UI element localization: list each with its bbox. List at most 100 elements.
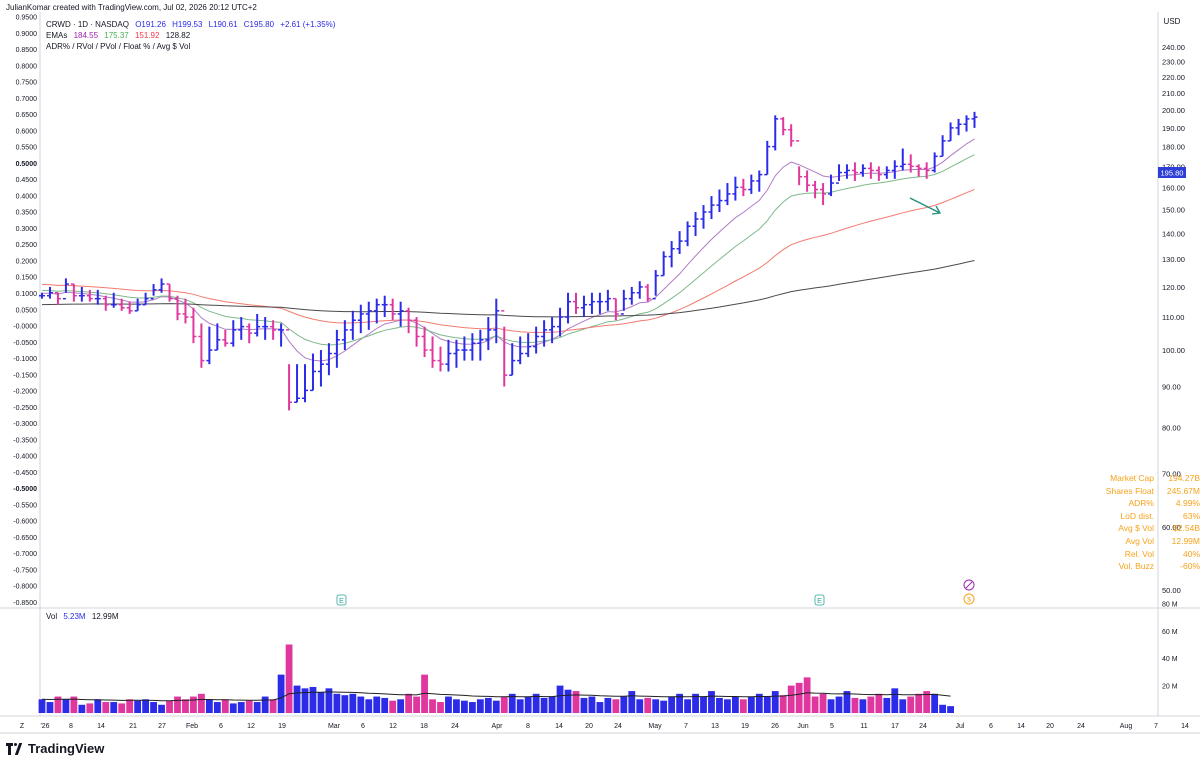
ohlc-bar [971, 111, 978, 128]
ohlc-bars [39, 111, 978, 411]
ohlc-bar [620, 289, 627, 315]
ohlc-bar [692, 212, 699, 237]
stats-label: Rel. Vol [1124, 548, 1154, 559]
ohlc-bar [708, 196, 715, 220]
left-tick-label: 0.9500 [16, 15, 38, 22]
volume-tick-label: 40 M [1162, 656, 1178, 663]
volume-bar [333, 693, 341, 713]
ohlc-bar [150, 284, 157, 300]
earnings-marker[interactable]: E [336, 594, 347, 606]
volume-legend[interactable]: Vol 5.23M 12.99M [46, 612, 123, 621]
ema-legend[interactable]: EMAs 184.55 175.37 151.92 128.82 [46, 31, 194, 40]
volume-bar [795, 682, 803, 713]
price-tick-label: 110.00 [1162, 313, 1184, 322]
volume-bar [277, 674, 285, 713]
svg-text:$: $ [967, 597, 971, 604]
volume-bar [309, 686, 317, 713]
stats-row: Market Cap 194.27B [1058, 472, 1200, 485]
volume-bar [78, 704, 86, 713]
volume-bar [468, 702, 476, 713]
volume-bar [365, 699, 373, 713]
price-tick-label: 50.00 [1162, 586, 1181, 595]
ohlc-bar [46, 286, 53, 299]
volume-pane[interactable] [40, 608, 1158, 716]
ema-long-line [41, 260, 975, 318]
ohlc-bar [804, 170, 811, 192]
indicator-legend[interactable]: ADR% / RVol / PVol / Float % / Avg $ Vol [46, 42, 191, 51]
time-tick-label: 24 [1077, 723, 1085, 730]
ohlc-bar [453, 339, 460, 368]
time-tick-label: 6 [361, 723, 365, 730]
volume-bar [389, 700, 397, 713]
volume-bar [134, 700, 142, 713]
ohlc-bar [812, 180, 819, 199]
ohlc-bar [764, 140, 771, 176]
ohlc-bar [891, 160, 898, 179]
ohlc-bar [907, 154, 914, 173]
ohlc-bar [214, 323, 221, 351]
left-tick-label: 0.9000 [16, 31, 38, 38]
price-tick-label: 220.00 [1162, 73, 1185, 82]
time-tick-label: 14 [1181, 723, 1189, 730]
symbol-line[interactable]: CRWD · 1D · NASDAQ [46, 20, 129, 29]
volume-bar [604, 697, 612, 713]
ohlc-bar [772, 115, 779, 151]
volume-bar [500, 696, 508, 713]
time-tick-label: Z [20, 723, 25, 730]
volume-bar [540, 697, 548, 713]
ohlc-close: C195.80 [243, 20, 275, 29]
tradingview-logo[interactable]: TradingView [6, 741, 104, 756]
left-tick-label: -0.3500 [13, 437, 37, 444]
ohlc-bar [660, 251, 667, 277]
stats-row: Avg $ Vol $2.54B [1058, 522, 1200, 535]
time-tick-label: 24 [919, 723, 927, 730]
earnings-marker[interactable]: E [814, 594, 825, 606]
price-tick-label: 120.00 [1162, 283, 1185, 292]
ohlc-bar [796, 140, 803, 186]
ohlc-bar [325, 343, 332, 376]
ohlc-bar [118, 298, 125, 311]
ohlc-bar [612, 297, 619, 321]
volume-bar [787, 685, 795, 713]
left-tick-label: -0.0000 [13, 324, 37, 331]
left-tick-label: -0.5000 [13, 486, 37, 493]
symbol-legend[interactable]: CRWD · 1D · NASDAQ O191.26 H199.53 L190.… [46, 20, 339, 29]
stats-label: Market Cap [1110, 473, 1154, 483]
volume-bar [221, 699, 229, 713]
ohlc-bar [572, 292, 579, 314]
volume-bar [747, 696, 755, 713]
volume-bar [357, 696, 365, 713]
chart-credit: JulianKomar created with TradingView.com… [6, 3, 257, 12]
ohlc-bar [867, 162, 874, 179]
ohlc-bar [700, 205, 707, 229]
volume-bar [429, 699, 436, 713]
ohlc-bar [740, 178, 747, 197]
volume-bar [875, 693, 883, 713]
volume-bar [237, 702, 245, 713]
volume-bar [620, 696, 628, 713]
ohlc-bar [883, 166, 890, 179]
volume-bar [572, 691, 580, 713]
volume-bar [46, 702, 54, 713]
volume-bar [755, 693, 763, 713]
left-tick-label: -0.8000 [13, 584, 37, 591]
volume-bar [492, 700, 500, 713]
ohlc-bar [509, 343, 516, 376]
left-tick-label: 0.5000 [16, 161, 38, 168]
ema-slow-line [41, 188, 975, 334]
left-tick-label: -0.2000 [13, 389, 37, 396]
ohlc-bar [445, 339, 452, 372]
left-tick-label: 0.7000 [16, 96, 38, 103]
volume-bar [261, 696, 269, 713]
time-tick-label: 20 [585, 723, 593, 730]
split-marker-icon[interactable] [963, 579, 975, 591]
ohlc-bar [517, 336, 524, 365]
volume-bar [213, 702, 221, 713]
volume-bar [596, 702, 604, 713]
volume-bar [413, 696, 420, 713]
dividend-marker-icon[interactable]: $ [963, 593, 975, 605]
volume-bar [676, 693, 683, 713]
volume-bar [739, 699, 747, 713]
ohlc-low: L190.61 [208, 20, 238, 29]
